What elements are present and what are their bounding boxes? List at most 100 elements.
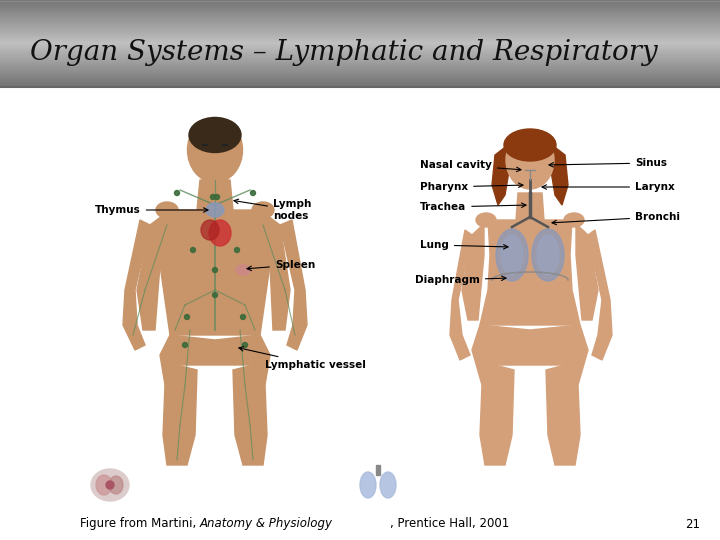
Bar (0, 60, 720, 62)
Bar (0, 19, 720, 21)
Ellipse shape (252, 202, 274, 218)
Ellipse shape (504, 129, 556, 161)
Bar (0, 87, 720, 540)
Ellipse shape (537, 235, 559, 275)
Text: Nasal cavity: Nasal cavity (420, 160, 521, 172)
Ellipse shape (174, 191, 179, 195)
Bar (376, 465, 380, 475)
Polygon shape (163, 365, 197, 465)
Bar (0, 41, 720, 43)
Bar (0, 21, 720, 23)
Bar (0, 31, 720, 32)
Bar (0, 66, 720, 68)
Bar (0, 62, 720, 63)
Polygon shape (260, 210, 290, 330)
Bar (0, 54, 720, 56)
Ellipse shape (564, 213, 584, 227)
Ellipse shape (156, 202, 178, 218)
Ellipse shape (496, 229, 528, 281)
Ellipse shape (251, 191, 256, 195)
Polygon shape (160, 210, 270, 335)
Text: Figure from Martini,: Figure from Martini, (80, 517, 200, 530)
Text: Larynx: Larynx (542, 182, 675, 192)
Bar (0, 64, 720, 65)
Polygon shape (492, 145, 510, 205)
Bar (0, 65, 720, 66)
Bar (0, 78, 720, 79)
Bar (0, 5, 720, 6)
Ellipse shape (191, 247, 196, 253)
Bar (0, 85, 720, 87)
Bar (0, 12, 720, 14)
Text: Thymus: Thymus (95, 205, 208, 215)
Polygon shape (550, 145, 568, 205)
Ellipse shape (243, 342, 248, 348)
Bar (0, 43, 720, 45)
Bar (0, 4, 720, 5)
Bar (0, 50, 720, 51)
Bar (0, 49, 720, 50)
Bar (0, 79, 720, 80)
Bar (0, 77, 720, 78)
Polygon shape (480, 365, 514, 465)
Bar (0, 1, 720, 2)
Ellipse shape (501, 235, 523, 275)
Bar (0, 26, 720, 28)
Ellipse shape (532, 229, 564, 281)
Bar (0, 14, 720, 15)
Text: Lymph
nodes: Lymph nodes (234, 199, 311, 221)
Polygon shape (450, 230, 472, 360)
Ellipse shape (210, 194, 215, 199)
Bar (0, 58, 720, 60)
Bar (0, 39, 720, 40)
Bar (0, 75, 720, 76)
Ellipse shape (182, 342, 187, 348)
Bar (0, 56, 720, 58)
Text: , Prentice Hall, 2001: , Prentice Hall, 2001 (390, 517, 509, 530)
Polygon shape (588, 230, 612, 360)
Bar (0, 10, 720, 12)
Bar (0, 2, 720, 3)
Polygon shape (472, 325, 588, 385)
Polygon shape (516, 193, 544, 220)
Polygon shape (137, 210, 170, 330)
Text: Lymphatic vessel: Lymphatic vessel (239, 347, 366, 370)
Ellipse shape (360, 472, 376, 498)
Bar (0, 81, 720, 83)
Polygon shape (233, 365, 267, 465)
Ellipse shape (506, 131, 554, 189)
Bar (0, 17, 720, 18)
Bar (0, 29, 720, 30)
Bar (0, 40, 720, 42)
Ellipse shape (215, 194, 220, 199)
Bar (0, 15, 720, 16)
Bar (0, 0, 720, 1)
Ellipse shape (209, 220, 231, 246)
Text: Trachea: Trachea (420, 202, 526, 212)
Bar (0, 22, 720, 24)
Text: Bronchi: Bronchi (552, 212, 680, 225)
Bar (0, 63, 720, 64)
Ellipse shape (187, 118, 243, 183)
Bar (0, 51, 720, 52)
Text: Organ Systems – Lymphatic and Respiratory: Organ Systems – Lymphatic and Respirator… (30, 38, 657, 65)
Ellipse shape (96, 475, 112, 495)
Bar (0, 71, 720, 73)
Bar (0, 44, 720, 46)
Bar (0, 73, 720, 75)
Text: Spleen: Spleen (247, 260, 315, 271)
Ellipse shape (236, 265, 250, 275)
Bar (0, 16, 720, 17)
Ellipse shape (212, 293, 217, 298)
Bar (0, 28, 720, 29)
Ellipse shape (109, 476, 123, 494)
Bar (0, 46, 720, 48)
Text: 21: 21 (685, 517, 700, 530)
Text: Anatomy & Physiology: Anatomy & Physiology (200, 517, 333, 530)
Ellipse shape (212, 267, 217, 273)
Bar (0, 68, 720, 70)
Bar (0, 69, 720, 71)
Polygon shape (160, 335, 270, 385)
Bar (0, 80, 720, 82)
Bar (0, 23, 720, 25)
